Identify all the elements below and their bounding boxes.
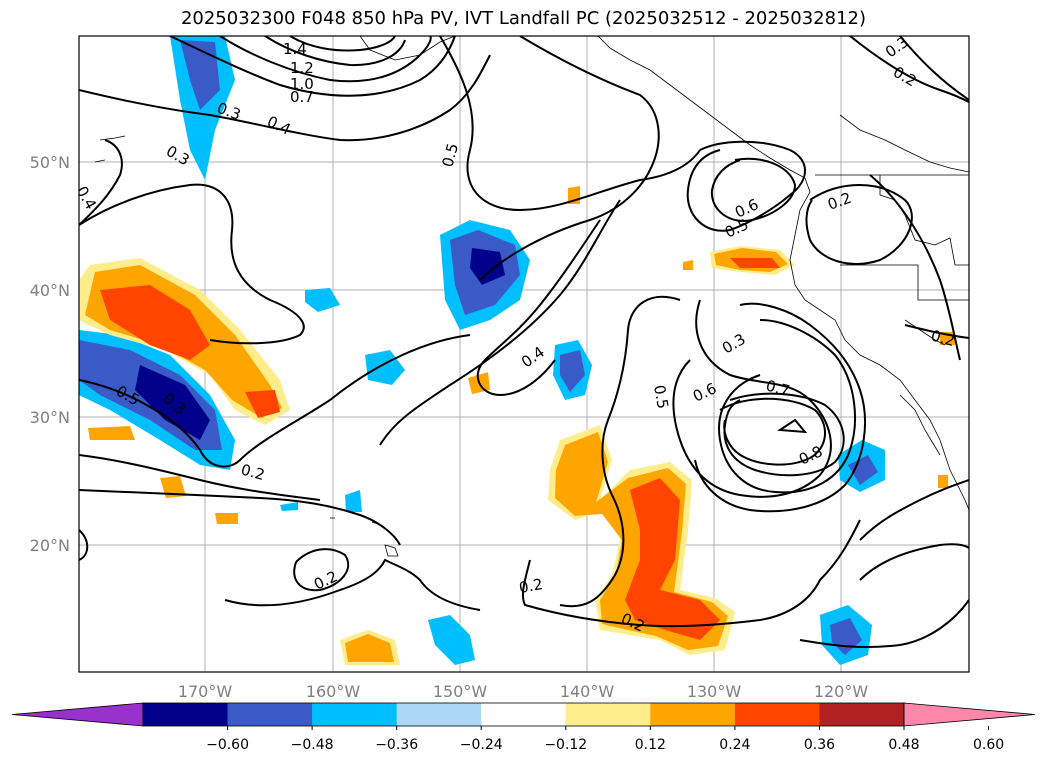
lat-tick-label: 20°N [30, 536, 70, 555]
colorbar-tick-label: 0.48 [888, 737, 919, 753]
map-title: 2025032300 F048 850 hPa PV, IVT Landfall… [180, 8, 867, 29]
lon-tick-labels: 170°W 160°W 150°W 140°W 130°W 120°W [178, 682, 869, 701]
contour-label: 0.5 [438, 141, 462, 169]
contour-label: 1.0 [290, 75, 314, 93]
colorbar-swatch [650, 703, 736, 726]
colorbar-tick-label: −0.12 [544, 737, 587, 753]
colorbar-frame [142, 702, 905, 727]
contour-label: 1.2 [290, 59, 314, 77]
contour-label: 0.2 [929, 326, 957, 350]
colorbar-tick-label: 0.60 [973, 737, 1004, 753]
colorbar-tick-label: −0.36 [375, 737, 418, 753]
lat-tick-label: 40°N [30, 281, 70, 300]
colorbar-swatch [734, 703, 820, 726]
colorbar-tick-label: 0.12 [635, 737, 666, 753]
lon-tick-label: 160°W [306, 682, 361, 701]
colorbar-swatch [819, 703, 905, 726]
lon-tick-label: 120°W [814, 682, 869, 701]
colorbar-extend-low [11, 702, 144, 727]
contour-label: 0.2 [239, 460, 267, 484]
positive-shading [79, 186, 955, 665]
contour-label: 0.5 [650, 384, 672, 411]
contour-label: 0.7 [290, 88, 314, 106]
map-frame [78, 35, 970, 673]
colorbar-tick-label: 0.24 [719, 737, 750, 753]
colorbar-tick-label: −0.60 [206, 737, 249, 753]
pv-contours [79, 36, 969, 649]
colorbar-tick-label: 0.36 [804, 737, 835, 753]
colorbar-swatch [565, 703, 651, 726]
lon-tick-label: 140°W [560, 682, 615, 701]
lat-tick-labels: 50°N 40°N 30°N 20°N [30, 153, 70, 555]
lon-tick-label: 130°W [687, 682, 742, 701]
colorbar-tick-label: −0.24 [460, 737, 503, 753]
coastlines [94, 36, 969, 557]
contour-label: 0.7 [764, 376, 792, 400]
colorbar-extend-high [903, 702, 1036, 727]
contour-label: 1.4 [283, 40, 307, 58]
colorbar-swatch [481, 703, 567, 726]
gridlines [79, 36, 969, 672]
colorbar-tick-label: −0.48 [291, 737, 334, 753]
contour-label: 0.2 [518, 575, 545, 597]
lon-tick-label: 170°W [178, 682, 233, 701]
lat-tick-label: 30°N [30, 408, 70, 427]
colorbar: −0.60 −0.48 −0.36 −0.24 −0.12 0.12 0.24 0.36 0.4… [11, 702, 1036, 753]
colorbar-swatch [227, 703, 313, 726]
colorbar-swatch [312, 703, 398, 726]
colorbar-swatch [396, 703, 482, 726]
lat-tick-label: 50°N [30, 153, 70, 172]
lon-tick-label: 150°W [433, 682, 488, 701]
colorbar-swatch [143, 703, 229, 726]
